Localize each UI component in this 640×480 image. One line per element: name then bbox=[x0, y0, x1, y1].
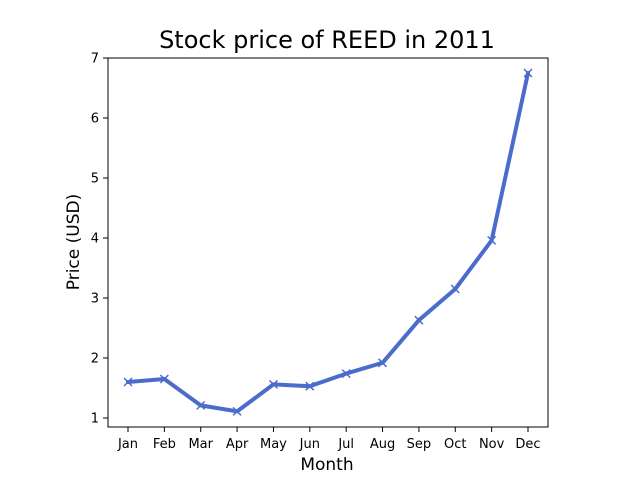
x-tick-label: Feb bbox=[153, 437, 176, 452]
x-axis-label: Month bbox=[300, 455, 353, 475]
y-tick-label: 5 bbox=[91, 172, 99, 187]
x-axis: Jan Feb Mar Apr May Jun Jul Aug Sep Oct Nov Dec bbox=[117, 427, 541, 452]
x-tick-label: Apr bbox=[226, 437, 249, 452]
x-tick-label: Nov bbox=[479, 437, 505, 452]
y-tick-label: 3 bbox=[91, 292, 99, 307]
y-tick-label: 6 bbox=[91, 112, 99, 127]
x-tick-label: Oct bbox=[444, 437, 466, 452]
x-tick-label: Jul bbox=[337, 437, 354, 452]
series-layer bbox=[124, 69, 532, 415]
y-tick-label: 7 bbox=[91, 52, 99, 67]
y-axis: 1 2 3 4 5 6 7 bbox=[91, 52, 108, 427]
x-tick-label: Jun bbox=[299, 437, 320, 452]
x-tick-label: Jan bbox=[117, 437, 138, 452]
chart-title: Stock price of REED in 2011 bbox=[159, 26, 495, 54]
x-tick-label: Aug bbox=[370, 437, 395, 452]
y-axis-label: Price (USD) bbox=[64, 194, 84, 290]
plot-frame bbox=[108, 58, 548, 427]
series-line bbox=[128, 73, 528, 411]
y-tick-label: 2 bbox=[91, 352, 99, 367]
x-tick-label: Dec bbox=[515, 437, 540, 452]
x-tick-label: Sep bbox=[407, 437, 432, 452]
x-tick-label: Mar bbox=[188, 437, 213, 452]
y-tick-label: 1 bbox=[91, 412, 99, 427]
y-tick-label: 4 bbox=[91, 232, 99, 247]
x-tick-label: May bbox=[260, 437, 287, 452]
